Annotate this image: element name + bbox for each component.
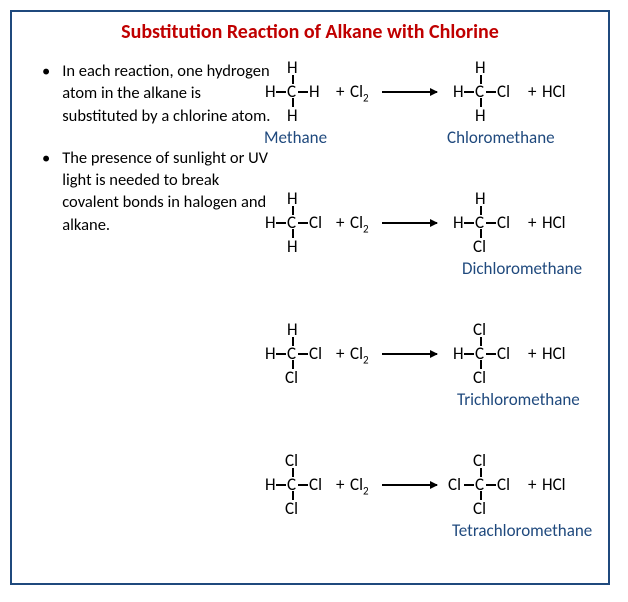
reagent: Cl2 [350,343,369,366]
atom-left: H [453,212,464,233]
atom-bottom: Cl [285,367,298,388]
atom-right: Cl [309,474,322,495]
atom-right: Cl [497,212,510,233]
atom-left: Cl [448,474,461,495]
bond [292,75,294,84]
byproduct: HCl [542,474,566,495]
atom-bottom: H [475,105,486,126]
plus-sign: + [528,474,536,495]
plus-sign: + [336,343,344,364]
bond [486,222,496,224]
atom-bottom: H [287,236,298,257]
bond [298,222,308,224]
plus-sign: + [528,343,536,364]
plus-sign: + [336,212,344,233]
bond [292,206,294,215]
bond [292,337,294,346]
product-label: Chloromethane [447,127,555,148]
plus-sign: + [336,81,344,102]
plus-sign: + [336,474,344,495]
bullet-item: • In each reaction, one hydrogen atom in… [42,60,272,127]
bond [292,98,294,107]
reactions-column: CHHHH+Cl2CHHHCl+HClMethaneChloromethaneC… [272,56,596,580]
atom-bottom: H [287,105,298,126]
atom-right: Cl [497,343,510,364]
atom-bottom: Cl [473,367,486,388]
reagent: Cl2 [350,212,369,235]
atom-right: H [309,81,320,102]
bond [464,353,474,355]
atom-left: H [265,474,276,495]
atom-right: Cl [497,474,510,495]
atom-bottom: Cl [473,236,486,257]
reagent: Cl2 [350,81,369,104]
atom-bottom: Cl [285,498,298,519]
bond [276,91,286,93]
reaction-row: CClClHCl+Cl2CClClClCl+HClTetrachlorometh… [272,449,596,574]
bond [486,91,496,93]
byproduct: HCl [542,212,566,233]
bond [292,229,294,238]
bond [292,360,294,369]
product-label: Tetrachloromethane [452,520,592,541]
bond [480,75,482,84]
bond [464,484,474,486]
reaction-arrow-icon [382,91,437,93]
atom-bottom: Cl [473,498,486,519]
bond [480,229,482,238]
bond [486,484,496,486]
reagent: Cl2 [350,474,369,497]
atom-right: Cl [309,212,322,233]
atom-left: H [453,343,464,364]
bond [276,484,286,486]
bond [464,222,474,224]
reactant-label: Methane [264,127,327,148]
reaction-row: CHHHH+Cl2CHHHCl+HClMethaneChloromethane [272,56,596,181]
bond [298,91,308,93]
atom-left: H [453,81,464,102]
product-label: Dichloromethane [462,258,582,279]
bond [486,353,496,355]
bond [298,484,308,486]
reaction-arrow-icon [382,484,437,486]
bond [276,353,286,355]
atom-left: H [265,212,276,233]
product-label: Trichloromethane [457,389,580,410]
byproduct: HCl [542,343,566,364]
atom-right: Cl [309,343,322,364]
diagram-container: Substitution Reaction of Alkane with Chl… [10,10,610,585]
atom-right: Cl [497,81,510,102]
reaction-arrow-icon [382,353,437,355]
bond [464,91,474,93]
reaction-arrow-icon [382,222,437,224]
bond [480,468,482,477]
plus-sign: + [528,212,536,233]
bond [292,468,294,477]
atom-left: H [265,343,276,364]
bond [276,222,286,224]
bond [480,337,482,346]
content-row: • In each reaction, one hydrogen atom in… [24,56,596,580]
bond [480,206,482,215]
reaction-row: CHHHCl+Cl2CHClHCl+HClDichloromethane [272,187,596,312]
bond [480,98,482,107]
text-column: • In each reaction, one hydrogen atom in… [24,56,272,580]
reaction-row: CHClHCl+Cl2CClClHCl+HClTrichloromethane [272,318,596,443]
bullet-text: In each reaction, one hydrogen atom in t… [62,60,272,127]
bond [480,491,482,500]
bond [480,360,482,369]
bullet-dot-icon: • [42,60,50,127]
bullet-dot-icon: • [42,147,50,236]
diagram-title: Substitution Reaction of Alkane with Chl… [24,20,596,44]
bond [292,491,294,500]
bullet-item: • The presence of sunlight or UV light i… [42,147,272,236]
plus-sign: + [528,81,536,102]
byproduct: HCl [542,81,566,102]
bullet-text: The presence of sunlight or UV light is … [62,147,272,236]
bond [298,353,308,355]
atom-left: H [265,81,276,102]
